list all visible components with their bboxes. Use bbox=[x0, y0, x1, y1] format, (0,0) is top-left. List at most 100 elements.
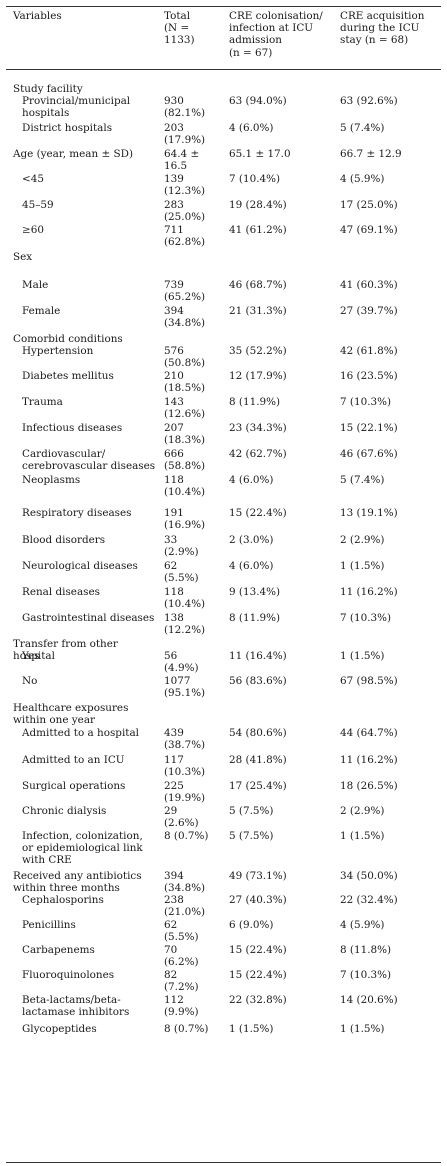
cell-cre-acquisition: 44 (64.7%) bbox=[340, 727, 398, 739]
cell-cre-admission: 46 (68.7%) bbox=[229, 279, 287, 291]
cell-total: (10.4%) bbox=[164, 486, 206, 499]
cell-variable: Cardiovascular/ bbox=[22, 448, 106, 460]
cell-cre-admission: 5 (7.5%) bbox=[229, 830, 274, 842]
cell-cre-admission: 21 (31.3%) bbox=[229, 305, 287, 317]
cell-variable: Infectious diseases bbox=[22, 422, 123, 434]
header-cre-admission: (n = 67) bbox=[229, 46, 273, 59]
table-header-rule bbox=[6, 69, 441, 70]
cell-total: (58.8%) bbox=[164, 460, 206, 473]
cell-total: 394 bbox=[164, 305, 184, 317]
cell-total: (10.4%) bbox=[164, 598, 206, 611]
cell-variable: Healthcare exposures bbox=[13, 702, 129, 714]
cell-cre-admission: 8 (11.9%) bbox=[229, 612, 281, 624]
cell-total: (10.3%) bbox=[164, 766, 206, 779]
cell-total: (21.0%) bbox=[164, 906, 206, 919]
cell-cre-admission: 49 (73.1%) bbox=[229, 870, 287, 882]
cell-cre-acquisition: 1 (1.5%) bbox=[340, 1023, 385, 1035]
cell-total: (62.8%) bbox=[164, 236, 206, 249]
cell-total: 8 (0.7%) bbox=[164, 830, 209, 842]
cell-total: 118 bbox=[164, 474, 184, 486]
cell-total: (82.1%) bbox=[164, 107, 206, 120]
header-cre-admission: admission bbox=[229, 34, 282, 47]
cell-cre-acquisition: 47 (69.1%) bbox=[340, 224, 398, 236]
cell-variable: Respiratory diseases bbox=[22, 507, 132, 519]
cell-variable: Trauma bbox=[22, 396, 63, 408]
cell-total: 576 bbox=[164, 345, 184, 357]
cell-variable: <45 bbox=[22, 173, 44, 185]
cell-cre-admission: 15 (22.4%) bbox=[229, 944, 287, 956]
cell-variable: Glycopeptides bbox=[22, 1023, 97, 1035]
cell-cre-acquisition: 8 (11.8%) bbox=[340, 944, 392, 956]
cell-variable: lactamase inhibitors bbox=[22, 1006, 130, 1019]
cell-total: (34.8%) bbox=[164, 317, 206, 330]
cell-variable: Renal diseases bbox=[22, 586, 100, 598]
cell-variable: Carbapenems bbox=[22, 944, 95, 956]
cell-variable: hospital bbox=[13, 650, 55, 663]
cell-variable: hospitals bbox=[22, 107, 70, 120]
cell-variable: Transfer from other bbox=[13, 638, 118, 650]
cell-cre-acquisition: 1 (1.5%) bbox=[340, 650, 385, 662]
cell-total: 191 bbox=[164, 507, 184, 519]
cell-total: 33 bbox=[164, 534, 178, 546]
cell-cre-admission: 42 (62.7%) bbox=[229, 448, 287, 460]
cell-cre-acquisition: 46 (67.6%) bbox=[340, 448, 398, 460]
cell-variable: Yes bbox=[22, 650, 40, 662]
cell-total: 143 bbox=[164, 396, 184, 408]
cell-variable: Gastrointestinal diseases bbox=[22, 612, 155, 624]
cell-cre-admission: 8 (11.9%) bbox=[229, 396, 281, 408]
cell-total: 138 bbox=[164, 612, 184, 624]
cell-total: 139 bbox=[164, 173, 184, 185]
cell-variable: Comorbid conditions bbox=[13, 333, 123, 345]
cell-variable: Hypertension bbox=[22, 345, 94, 357]
cell-total: 666 bbox=[164, 448, 184, 460]
cell-cre-acquisition: 34 (50.0%) bbox=[340, 870, 398, 882]
cell-total: 1077 bbox=[164, 675, 191, 687]
cell-cre-acquisition: 18 (26.5%) bbox=[340, 780, 398, 792]
cell-total: 711 bbox=[164, 224, 184, 236]
cell-total: (65.2%) bbox=[164, 291, 206, 304]
cell-variable: Age (year, mean ± SD) bbox=[13, 148, 134, 160]
cell-total: (16.9%) bbox=[164, 519, 206, 532]
cell-cre-admission: 41 (61.2%) bbox=[229, 224, 287, 236]
cell-total: (25.0%) bbox=[164, 211, 206, 224]
cell-cre-acquisition: 13 (19.1%) bbox=[340, 507, 398, 519]
cell-total: (5.5%) bbox=[164, 572, 199, 585]
cell-cre-acquisition: 17 (25.0%) bbox=[340, 199, 398, 211]
cell-cre-admission: 4 (6.0%) bbox=[229, 560, 274, 572]
cell-cre-acquisition: 67 (98.5%) bbox=[340, 675, 398, 687]
cell-cre-admission: 56 (83.6%) bbox=[229, 675, 287, 687]
cell-total: 203 bbox=[164, 122, 184, 134]
cell-total: 16.5 bbox=[164, 160, 188, 173]
cell-cre-admission: 2 (3.0%) bbox=[229, 534, 274, 546]
cell-cre-acquisition: 11 (16.2%) bbox=[340, 754, 398, 766]
cell-total: 210 bbox=[164, 370, 184, 382]
cell-cre-admission: 15 (22.4%) bbox=[229, 969, 287, 981]
cell-total: 8 (0.7%) bbox=[164, 1023, 209, 1035]
cell-variable: Male bbox=[22, 279, 49, 291]
cell-total: (7.2%) bbox=[164, 981, 199, 994]
cell-variable: with CRE bbox=[22, 854, 72, 867]
cell-cre-admission: 4 (6.0%) bbox=[229, 122, 274, 134]
cell-cre-admission: 5 (7.5%) bbox=[229, 805, 274, 817]
cell-variable: Neoplasms bbox=[22, 474, 81, 486]
cell-total: 82 bbox=[164, 969, 178, 981]
cell-variable: Blood disorders bbox=[22, 534, 106, 546]
cell-variable: Sex bbox=[13, 251, 33, 263]
cell-variable: Admitted to a hospital bbox=[22, 727, 139, 739]
cell-total: (19.9%) bbox=[164, 792, 206, 805]
cell-variable: No bbox=[22, 675, 38, 687]
cell-cre-acquisition: 27 (39.7%) bbox=[340, 305, 398, 317]
cell-total: 225 bbox=[164, 780, 184, 792]
cell-cre-acquisition: 7 (10.3%) bbox=[340, 969, 392, 981]
cell-cre-admission: 15 (22.4%) bbox=[229, 507, 287, 519]
cell-total: (2.9%) bbox=[164, 546, 199, 559]
cell-cre-acquisition: 15 (22.1%) bbox=[340, 422, 398, 434]
cell-variable: Study facility bbox=[13, 83, 83, 95]
cell-total: (6.2%) bbox=[164, 956, 199, 969]
cell-cre-acquisition: 5 (7.4%) bbox=[340, 122, 385, 134]
cell-cre-acquisition: 22 (32.4%) bbox=[340, 894, 398, 906]
cell-cre-admission: 7 (10.4%) bbox=[229, 173, 281, 185]
cell-cre-admission: 22 (32.8%) bbox=[229, 994, 287, 1006]
cell-variable: within one year bbox=[13, 714, 95, 727]
